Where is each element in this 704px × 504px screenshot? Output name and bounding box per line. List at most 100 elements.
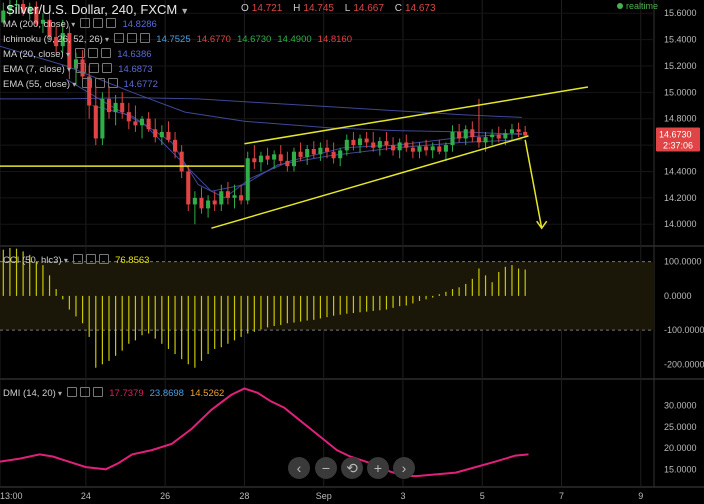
candle-body: [173, 139, 178, 152]
candle-body: [523, 131, 528, 136]
dmi-legend[interactable]: DMI (14, 20) ▾ 17.7379 23.8698 14.5262: [3, 387, 224, 399]
candle-body: [450, 131, 455, 146]
candle-body: [1, 10, 6, 23]
ohlc-open-key: O: [241, 3, 249, 14]
realtime-dot-icon: [616, 3, 623, 9]
moving-average-line: [65, 78, 522, 192]
candle-body: [509, 129, 515, 134]
legend-dropdown-icon[interactable]: ▾: [55, 389, 65, 398]
legend-dropdown-icon[interactable]: ▾: [61, 256, 71, 265]
candle-body: [34, 6, 39, 24]
ohlc-readout: O 14.721 H 14.745 L 14.667 C 14.673: [241, 3, 444, 14]
legend-settings-icon[interactable]: [86, 254, 97, 264]
cci-legend-label: CCI (50, hlc3): [3, 255, 62, 266]
candle-body: [106, 98, 112, 113]
indicator-legend[interactable]: EMA (7, close) ▾ 14.6873: [3, 63, 153, 75]
candle-body: [331, 151, 336, 159]
candle-body: [384, 141, 389, 146]
candle-body: [212, 200, 217, 205]
candle-countdown-label: 2:37:06: [663, 140, 693, 150]
symbol-title[interactable]: Silver/U.S. Dollar, 240, FXCM: [6, 2, 178, 17]
legend-visibility-icon[interactable]: [76, 63, 87, 73]
legend-close-icon[interactable]: [140, 33, 151, 43]
indicator-legend-values: 14.6386: [111, 49, 151, 60]
legend-visibility-icon[interactable]: [80, 18, 91, 28]
indicator-legend-label: EMA (7, close): [3, 64, 65, 75]
cci-tick-label: -100.0000: [664, 325, 704, 335]
legend-settings-icon[interactable]: [93, 18, 104, 28]
dmi-legend-values: 17.7379 23.8698 14.5262: [103, 388, 224, 399]
dmi-tick-label: 15.0000: [664, 464, 697, 474]
time-tick-label: 24: [81, 491, 91, 501]
indicator-legend-label: EMA (55, close): [3, 79, 71, 90]
candle-body: [113, 102, 118, 113]
indicator-legend[interactable]: EMA (55, close) ▾ 14.6772: [3, 78, 158, 90]
candle-body: [496, 134, 501, 139]
legend-visibility-icon[interactable]: [67, 387, 78, 397]
legend-dropdown-icon[interactable]: ▾: [70, 80, 79, 89]
legend-visibility-icon[interactable]: [81, 78, 92, 88]
indicator-legend[interactable]: Ichimoku (9, 26, 52, 26) ▾ 14.7525 14.677…: [3, 33, 352, 45]
legend-close-icon[interactable]: [101, 48, 112, 58]
candle-body: [410, 147, 415, 152]
legend-dropdown-icon[interactable]: ▾: [69, 20, 78, 29]
time-tick-label: 3: [400, 491, 405, 501]
zoom-out-button[interactable]: −: [315, 457, 337, 479]
zoom-in-button[interactable]: +: [367, 457, 389, 479]
legend-visibility-icon[interactable]: [75, 48, 86, 58]
legend-settings-icon[interactable]: [94, 78, 105, 88]
legend-close-icon[interactable]: [93, 387, 104, 397]
candle-body: [470, 129, 475, 138]
ohlc-low-value: 14.667: [353, 3, 384, 14]
candle-body: [417, 146, 422, 152]
indicator-legend[interactable]: MA (20, close) ▾ 14.6386: [3, 48, 152, 60]
price-tick-label: 15.0000: [664, 87, 697, 97]
candle-body: [476, 137, 481, 143]
legend-settings-icon[interactable]: [80, 387, 91, 397]
candle-body: [443, 145, 448, 152]
candle-body: [357, 138, 363, 146]
candle-body: [258, 155, 263, 163]
price-tick-label: 15.6000: [664, 8, 697, 18]
legend-value: 14.6770: [196, 34, 231, 45]
scroll-right-button[interactable]: ›: [393, 457, 415, 479]
ohlc-high-key: H: [293, 3, 301, 14]
legend-close-icon[interactable]: [102, 63, 113, 73]
scroll-left-button[interactable]: ‹: [288, 457, 310, 479]
legend-visibility-icon[interactable]: [114, 33, 125, 43]
legend-close-icon[interactable]: [99, 254, 110, 264]
legend-dropdown-icon[interactable]: ▾: [64, 65, 74, 74]
legend-close-icon[interactable]: [107, 78, 118, 88]
legend-dropdown-icon[interactable]: ▾: [102, 35, 112, 44]
candle-body: [146, 118, 151, 130]
realtime-label: realtime: [625, 1, 658, 11]
cci-legend-values: 76.8563: [109, 255, 149, 266]
cci-legend[interactable]: CCI (50, hlc3) ▾ 76.8563: [3, 254, 149, 266]
indicator-legend-values: 14.6772: [118, 79, 158, 90]
indicator-legend[interactable]: MA (200, close) ▾ 14.8286: [3, 18, 157, 30]
candle-body: [278, 154, 283, 161]
candle-body: [404, 142, 409, 148]
legend-settings-icon[interactable]: [89, 63, 100, 73]
legend-value: 14.7525: [156, 34, 191, 45]
legend-settings-icon[interactable]: [88, 48, 99, 58]
dmi-legend-label: DMI (14, 20): [3, 388, 56, 399]
candle-body: [245, 158, 250, 201]
candle-body: [516, 129, 521, 132]
price-tick-label: 14.4000: [664, 166, 697, 176]
candle-body: [344, 139, 349, 151]
reset-chart-button[interactable]: ⟲: [341, 457, 363, 479]
candle-body: [324, 147, 330, 152]
legend-value: 14.6873: [118, 64, 153, 75]
candle-body: [397, 142, 402, 151]
ohlc-high-value: 14.745: [303, 3, 334, 14]
candle-body: [87, 76, 92, 106]
legend-settings-icon[interactable]: [127, 33, 138, 43]
symbol-dropdown-icon[interactable]: ▼: [180, 6, 190, 16]
legend-visibility-icon[interactable]: [73, 254, 84, 264]
time-tick-label: Sep: [316, 491, 332, 501]
dmi-tick-label: 30.0000: [664, 401, 697, 411]
legend-dropdown-icon[interactable]: ▾: [63, 50, 73, 59]
legend-close-icon[interactable]: [106, 18, 117, 28]
